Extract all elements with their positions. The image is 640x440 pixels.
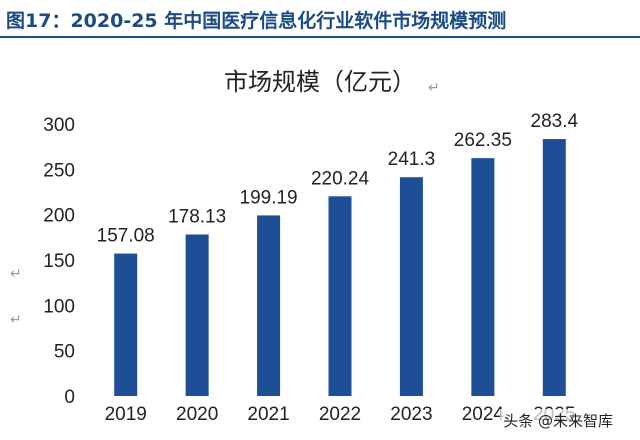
y-tick-label: 300 <box>43 115 75 136</box>
y-tick-label: 200 <box>43 206 75 227</box>
figure-title: 图17：2020-25 年中国医疗信息化行业软件市场规模预测 <box>6 10 507 32</box>
x-tick-label: 2022 <box>319 404 361 425</box>
data-label: 199.19 <box>240 187 298 208</box>
y-tick-label: 100 <box>43 296 75 317</box>
y-tick-label: 150 <box>43 251 75 272</box>
chart-title: 市场规模（亿元） <box>224 68 416 96</box>
bar <box>185 234 209 396</box>
bar <box>542 139 566 396</box>
x-tick-label: 2019 <box>105 404 147 425</box>
x-tick-label: 2020 <box>176 404 218 425</box>
data-label: 220.24 <box>311 168 370 189</box>
bar <box>114 253 138 396</box>
x-tick-label: 2021 <box>247 404 289 425</box>
data-label: 262.35 <box>454 130 512 151</box>
data-label: 283.4 <box>531 111 579 132</box>
bar <box>257 215 281 396</box>
y-tick-label: 50 <box>54 342 75 363</box>
watermark: 头条 @未来智库 <box>500 409 616 432</box>
data-label: 241.3 <box>388 149 436 170</box>
data-label: 178.13 <box>168 206 226 227</box>
edit-mark: ↵ <box>10 266 22 282</box>
x-tick-label: 2023 <box>390 404 432 425</box>
bar <box>471 158 495 396</box>
y-tick-label: 0 <box>64 387 75 408</box>
figure-header: 图17：2020-25 年中国医疗信息化行业软件市场规模预测 <box>0 0 640 42</box>
header-divider <box>0 36 640 38</box>
y-tick-label: 250 <box>43 160 75 181</box>
data-label: 157.08 <box>97 226 155 247</box>
bar <box>328 196 352 396</box>
x-tick-label: 2024 <box>462 404 505 425</box>
edit-mark: ↵ <box>428 80 440 96</box>
bar <box>399 177 423 396</box>
edit-mark: ↵ <box>10 312 22 328</box>
